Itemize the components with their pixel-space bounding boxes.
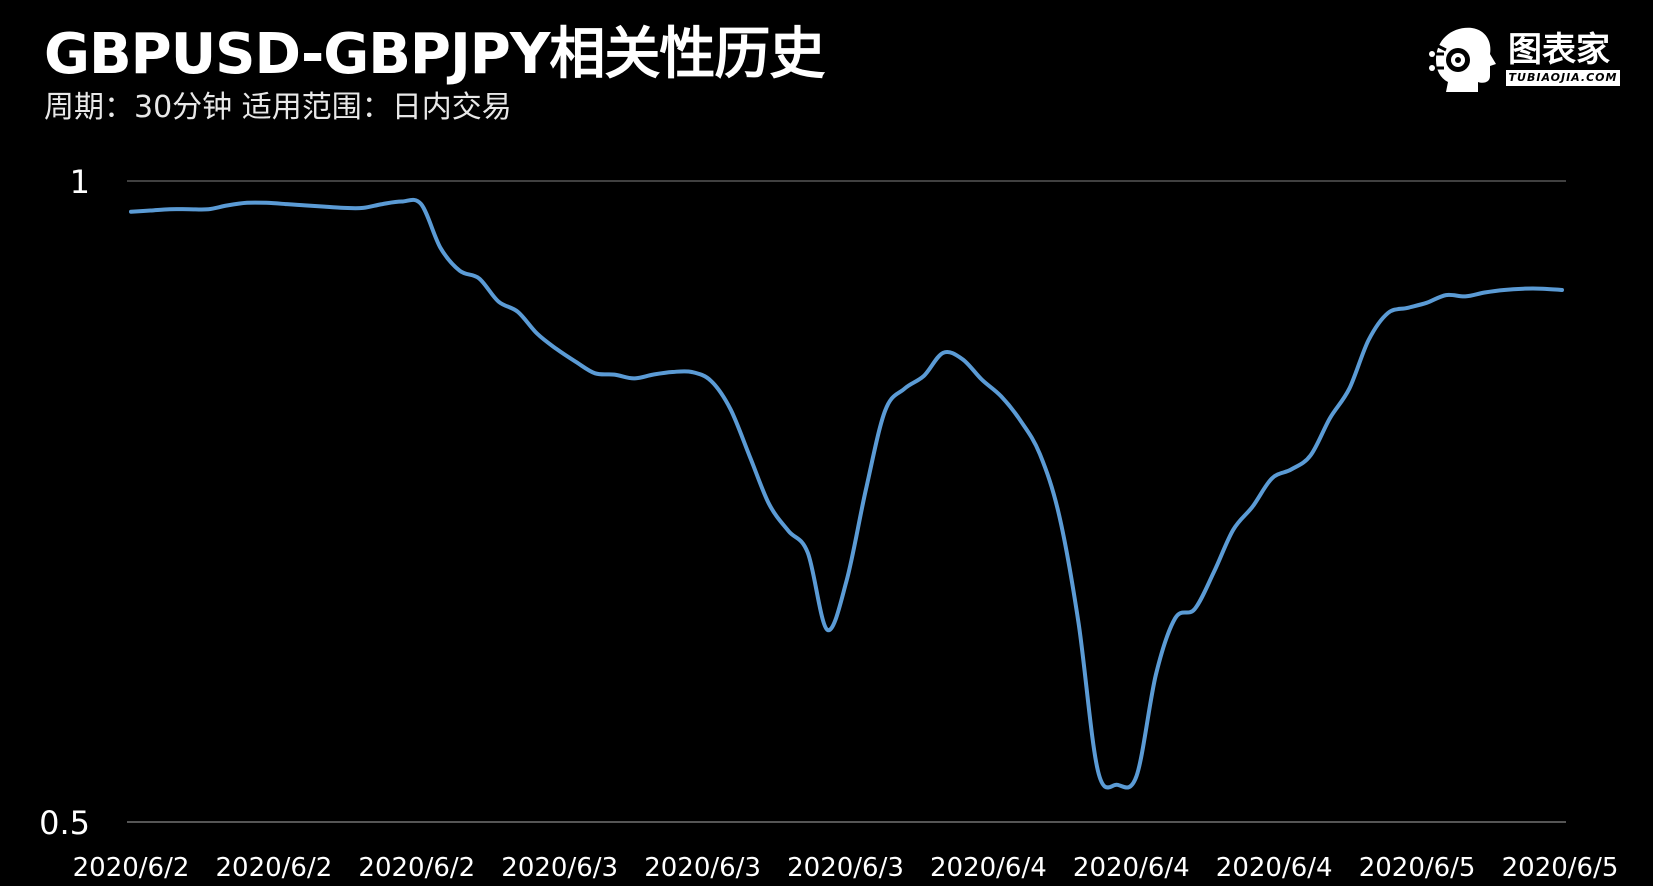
x-tick-label: 2020/6/2 (73, 853, 190, 883)
x-tick-label: 2020/6/3 (787, 853, 904, 883)
robot-head-icon (1429, 27, 1496, 92)
x-axis: 2020/6/2 2020/6/2 2020/6/2 2020/6/3 2020/6/3… (73, 853, 1619, 883)
y-tick-label: 1 (70, 163, 90, 201)
x-tick-label: 2020/6/4 (1216, 853, 1333, 883)
logo-name: 图表家 (1508, 30, 1610, 70)
y-tick-label: 0.5 (39, 804, 90, 842)
brand-logo: 图表家 TUBIAOJIA.COM (1426, 24, 1626, 94)
x-tick-label: 2020/6/5 (1502, 853, 1619, 883)
x-tick-label: 2020/6/5 (1359, 853, 1476, 883)
chart-grid (127, 180, 1566, 823)
x-tick-label: 2020/6/4 (1073, 853, 1190, 883)
x-tick-label: 2020/6/3 (644, 853, 761, 883)
y-axis: 10.5 (39, 163, 90, 842)
page-title: GBPUSD-GBPJPY相关性历史 (44, 22, 825, 87)
x-tick-label: 2020/6/4 (930, 853, 1047, 883)
logo-subtext: TUBIAOJIA.COM (1506, 70, 1620, 86)
x-tick-label: 2020/6/2 (216, 853, 333, 883)
x-tick-label: 2020/6/3 (501, 853, 618, 883)
series-line (129, 197, 1564, 790)
page-subtitle: 周期：30分钟 适用范围：日内交易 (44, 90, 512, 125)
x-tick-label: 2020/6/2 (358, 853, 475, 883)
series-layer (129, 197, 1564, 790)
